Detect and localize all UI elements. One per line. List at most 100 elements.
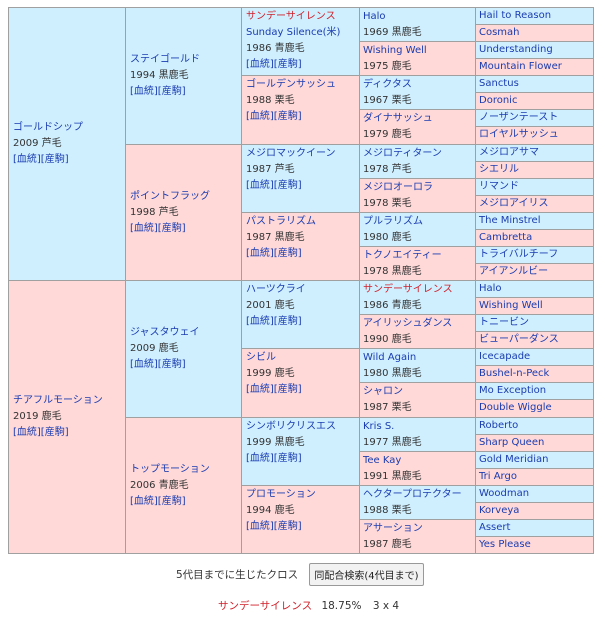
ancestor-cell-g5: The Minstrel [475,212,594,230]
horse-name-link[interactable]: メジロティターン [363,148,442,159]
horse-name-link[interactable]: ノーザンテースト [479,112,559,123]
horse-name-link[interactable]: メジロオーロラ [363,182,433,193]
pedigree-link[interactable]: 血統 [249,316,270,327]
horse-name-link[interactable]: Gold Meridian [479,454,549,465]
horse-name-link[interactable]: Wild Again [363,352,417,363]
horse-name-link[interactable]: Halo [363,11,386,22]
pedigree-link[interactable]: 血統 [249,180,270,191]
horse-name-link[interactable]: ゴールデンサッシュ [246,79,336,90]
same-breeding-search-button[interactable]: 同配合検索(4代目まで) [309,563,424,586]
horse-name-link[interactable]: Doronic [479,95,518,106]
horse-name-link[interactable]: Mountain Flower [479,61,562,72]
horse-name-link[interactable]: アサーション [363,523,423,534]
horse-name-link[interactable]: Yes Please [479,539,531,550]
pedigree-link[interactable]: 血統 [16,427,37,438]
horse-name-link[interactable]: ビューパーダンス [479,334,559,345]
horse-name-link[interactable]: ステイゴールド [130,54,200,65]
horse-name-link[interactable]: Cosmah [479,27,520,38]
horse-name-link[interactable]: The Minstrel [479,215,541,226]
horse-birth-color: 1994 鹿毛 [246,505,295,516]
horse-name-link[interactable]: アイリッシュダンス [363,318,453,329]
horse-name-link[interactable]: プルラリズム [363,216,423,227]
horse-name-link[interactable]: Korveya [479,505,520,516]
pedigree-link[interactable]: 血統 [133,222,154,234]
pedigree-link[interactable]: 血統 [133,495,154,507]
horse-name-link[interactable]: アイアンルビー [479,266,549,277]
offspring-link[interactable]: 産駒 [277,384,298,395]
offspring-link[interactable]: 産駒 [277,521,298,532]
pedigree-link[interactable]: 血統 [16,154,37,165]
horse-name-link[interactable]: メジロアサマ [479,147,539,158]
ancestor-cell-g5: Assert [475,519,594,537]
horse-name-link[interactable]: Sanctus [479,78,519,89]
horse-name-link[interactable]: リマンド [479,181,519,192]
cross-horse-link[interactable]: サンデーサイレンス [218,600,313,612]
offspring-link[interactable]: 産駒 [44,427,65,438]
horse-name-link[interactable]: Halo [479,283,502,294]
horse-name-link[interactable]: ジャスタウェイ [130,327,200,338]
offspring-link[interactable]: 産駒 [161,495,182,507]
horse-birth-color: 1975 鹿毛 [363,61,412,72]
horse-name-link[interactable]: サンデーサイレンス [363,284,453,295]
offspring-link[interactable]: 産駒 [161,359,182,370]
horse-name-link[interactable]: トップモーション [130,463,210,475]
horse-name-link[interactable]: Understanding [479,44,553,55]
horse-name-link[interactable]: ヘクタープロテクター [363,489,462,500]
offspring-link[interactable]: 産駒 [44,154,65,165]
offspring-link[interactable]: 産駒 [277,316,298,327]
offspring-link[interactable]: 産駒 [161,86,182,97]
horse-name-link[interactable]: ゴールドシップ [13,122,83,133]
horse-name-link[interactable]: メジロマックイーン [246,148,336,159]
horse-name-link[interactable]: シエリル [479,164,519,175]
horse-name-link[interactable]: Assert [479,522,511,533]
horse-name-link[interactable]: Hail to Reason [479,10,552,21]
horse-name-link[interactable]: Kris S. [363,421,395,432]
offspring-link[interactable]: 産駒 [277,248,298,259]
horse-name-link[interactable]: トニービン [479,317,529,328]
horse-name-link[interactable]: Sharp Queen [479,437,545,448]
offspring-link[interactable]: 産駒 [277,453,298,464]
horse-name-link[interactable]: Wishing Well [363,45,427,56]
offspring-link[interactable]: 産駒 [277,59,298,70]
horse-name-link[interactable]: Tri Argo [479,471,517,482]
horse-name-link[interactable]: Bushel-n-Peck [479,368,550,379]
horse-name-link[interactable]: Roberto [479,420,519,431]
horse-name-link[interactable]: Woodman [479,488,530,499]
pedigree-link[interactable]: 血統 [133,359,154,370]
horse-name-link[interactable]: パストラリズム [246,216,316,227]
horse-name-link[interactable]: トライバルチーフ [479,249,559,260]
horse-name-link[interactable]: シビル [246,352,276,363]
horse-name-link[interactable]: Double Wiggle [479,402,552,413]
horse-name-link[interactable]: Icecapade [479,351,531,362]
pedigree-link[interactable]: 血統 [249,248,270,259]
offspring-link[interactable]: 産駒 [161,222,182,234]
horse-name-link[interactable]: シャロン [363,386,403,397]
horse-name-link[interactable]: メジロアイリス [479,198,549,209]
horse-name-link[interactable]: トクノエイティー [363,250,442,261]
ancestor-cell-g5: Bushel-n-Peck [475,365,594,383]
ancestor-cell-g4: Wishing Well 1975 鹿毛 [359,41,476,76]
pedigree-link[interactable]: 血統 [249,384,270,395]
horse-name-link[interactable]: ポイントフラッグ [130,190,210,202]
horse-name-link[interactable]: ロイヤルサッシュ [479,129,559,140]
horse-name-link[interactable]: チアフルモーション [13,395,103,406]
pedigree-link[interactable]: 血統 [249,59,270,70]
horse-name-link[interactable]: Tee Kay [363,455,402,466]
pedigree-link[interactable]: 血統 [249,453,270,464]
horse-name-link[interactable]: ダイナサッシュ [363,113,433,124]
horse-links: [血統][産駒] [246,384,302,395]
horse-name-link[interactable]: プロモーション [246,489,316,500]
offspring-link[interactable]: 産駒 [277,111,298,122]
horse-english-name-link[interactable]: Sunday Silence(米) [246,27,341,38]
horse-name-link[interactable]: Mo Exception [479,385,547,396]
pedigree-link[interactable]: 血統 [249,521,270,532]
pedigree-link[interactable]: 血統 [249,111,270,122]
offspring-link[interactable]: 産駒 [277,180,298,191]
horse-name-link[interactable]: シンボリクリスエス [246,421,336,432]
horse-name-link[interactable]: Cambretta [479,232,533,243]
horse-name-link[interactable]: ハーツクライ [246,284,306,295]
horse-name-link[interactable]: Wishing Well [479,300,543,311]
pedigree-link[interactable]: 血統 [133,86,154,97]
horse-name-link[interactable]: ディクタス [363,79,412,90]
horse-name-link[interactable]: サンデーサイレンス [246,11,336,22]
